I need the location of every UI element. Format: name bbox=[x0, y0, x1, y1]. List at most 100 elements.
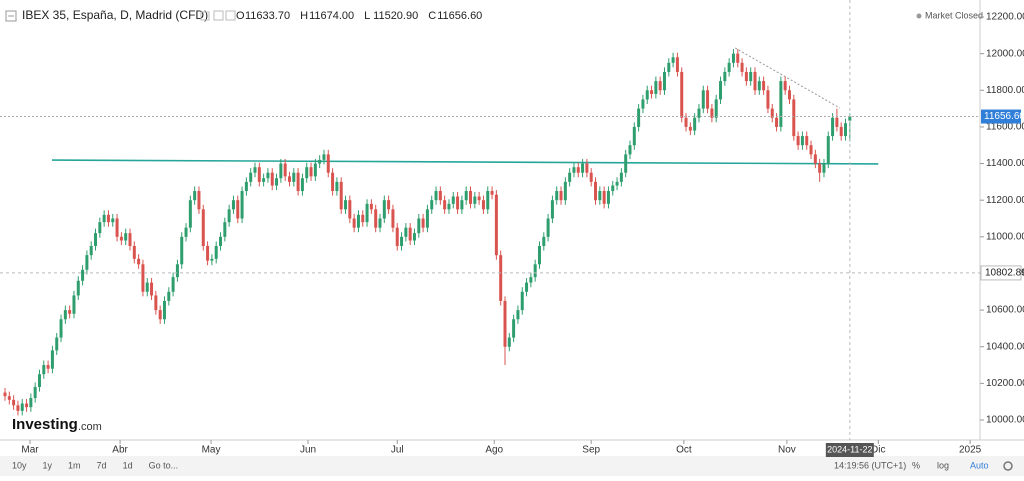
brand-suffix: .com bbox=[78, 421, 102, 433]
x-tick-label: Ago bbox=[485, 445, 503, 456]
candle-body bbox=[792, 99, 796, 137]
candle-body bbox=[369, 203, 373, 210]
candle-body bbox=[219, 236, 223, 246]
candle-body bbox=[766, 90, 770, 109]
trendline bbox=[51, 159, 879, 165]
candle-body bbox=[287, 176, 291, 182]
candle-body bbox=[637, 108, 641, 127]
candle-body bbox=[456, 196, 460, 210]
range-button[interactable]: 1m bbox=[68, 460, 81, 470]
candle-body bbox=[826, 136, 830, 164]
candle-body bbox=[520, 291, 524, 311]
settings-icon[interactable] bbox=[1003, 461, 1013, 471]
candle-body bbox=[818, 163, 822, 173]
candle-body bbox=[283, 163, 287, 177]
candle-body bbox=[624, 154, 628, 173]
icon[interactable] bbox=[213, 10, 224, 21]
candle-body bbox=[154, 295, 158, 311]
icon[interactable] bbox=[225, 10, 236, 21]
candle-body bbox=[395, 227, 399, 246]
candle-body bbox=[132, 245, 136, 259]
candle-body bbox=[231, 200, 235, 210]
candle-body bbox=[305, 167, 309, 179]
candle-body bbox=[296, 172, 300, 192]
candle-body bbox=[193, 191, 197, 201]
range-button[interactable]: 1d bbox=[123, 460, 133, 470]
candle-body bbox=[537, 245, 541, 265]
y-tick-label: 10400.00 bbox=[986, 341, 1024, 352]
range-button[interactable]: 1y bbox=[43, 460, 53, 470]
candle-body bbox=[25, 403, 29, 408]
candle-body bbox=[145, 282, 149, 292]
candle-body bbox=[249, 172, 253, 182]
y-tick-label: 11600.00 bbox=[986, 122, 1024, 133]
candle-body bbox=[421, 218, 425, 228]
option-button[interactable]: Auto bbox=[970, 460, 989, 470]
candle-body bbox=[693, 117, 697, 131]
candle-body bbox=[240, 191, 244, 219]
candle-body bbox=[714, 99, 718, 118]
candle-body bbox=[404, 227, 408, 237]
candle-body bbox=[568, 172, 572, 182]
range-button[interactable]: 10y bbox=[12, 460, 27, 470]
candle-body bbox=[361, 214, 365, 223]
last-price-label: 11656.60 bbox=[984, 111, 1024, 122]
ohlc-key: C bbox=[428, 10, 436, 22]
toolbar-items: 10y 1y 1m 7d 1d Go to... 14:19:56 (UTC+1)% log A… bbox=[12, 460, 1013, 471]
candle-body bbox=[16, 405, 20, 411]
ohlc-value: 11674.00 bbox=[309, 10, 354, 22]
candle-body bbox=[628, 145, 632, 155]
candle-body bbox=[236, 200, 240, 219]
icon[interactable] bbox=[200, 11, 210, 21]
ohlc-key: O bbox=[236, 10, 245, 22]
candle-body bbox=[137, 258, 141, 265]
candle-body bbox=[848, 116, 852, 121]
candle-body bbox=[533, 264, 537, 278]
candle-body bbox=[430, 200, 434, 210]
range-button[interactable]: 7d bbox=[97, 460, 107, 470]
candle-body bbox=[382, 200, 386, 219]
candle-body bbox=[749, 71, 753, 82]
candle-body bbox=[387, 200, 391, 210]
candle-body bbox=[658, 81, 662, 91]
candle-body bbox=[443, 200, 447, 210]
x-tick-label: May bbox=[202, 445, 221, 456]
candle-body bbox=[119, 236, 123, 241]
candle-body bbox=[481, 200, 485, 210]
trendline bbox=[734, 47, 841, 109]
candle-body bbox=[352, 218, 356, 228]
candle-body bbox=[318, 159, 322, 164]
collapse-icon[interactable] bbox=[5, 10, 17, 22]
ohlc-key: H bbox=[300, 10, 308, 22]
candle-body bbox=[477, 196, 481, 201]
candle-body bbox=[486, 191, 490, 210]
candle-body bbox=[783, 81, 787, 91]
candle-body bbox=[257, 167, 261, 182]
x-tick-label: Mar bbox=[21, 445, 39, 456]
x-tick-label: 2025 bbox=[959, 445, 982, 456]
candle-body bbox=[757, 81, 761, 91]
candle-body bbox=[585, 163, 589, 173]
candle-body bbox=[106, 214, 110, 223]
candle-body bbox=[805, 136, 809, 146]
option-button[interactable]: % bbox=[912, 460, 920, 470]
candle-body bbox=[356, 214, 360, 228]
candle-body bbox=[680, 71, 684, 118]
y-tick-label: 11800.00 bbox=[986, 85, 1024, 96]
x-tick-label: Jul bbox=[391, 445, 404, 456]
candle-body bbox=[102, 214, 106, 223]
candle-body bbox=[464, 191, 468, 201]
last-price-box bbox=[981, 109, 1021, 124]
y-tick-label: 10600.00 bbox=[986, 305, 1024, 316]
candle-body bbox=[451, 196, 455, 204]
candle-body bbox=[42, 365, 46, 375]
candle-body bbox=[20, 403, 24, 411]
candle-body bbox=[188, 200, 192, 228]
goto-button[interactable]: Go to... bbox=[149, 460, 179, 470]
option-button[interactable]: log bbox=[937, 460, 949, 470]
candle-body bbox=[326, 154, 330, 173]
candle-body bbox=[650, 90, 654, 94]
candle-body bbox=[615, 181, 619, 186]
candle-body bbox=[89, 245, 93, 256]
